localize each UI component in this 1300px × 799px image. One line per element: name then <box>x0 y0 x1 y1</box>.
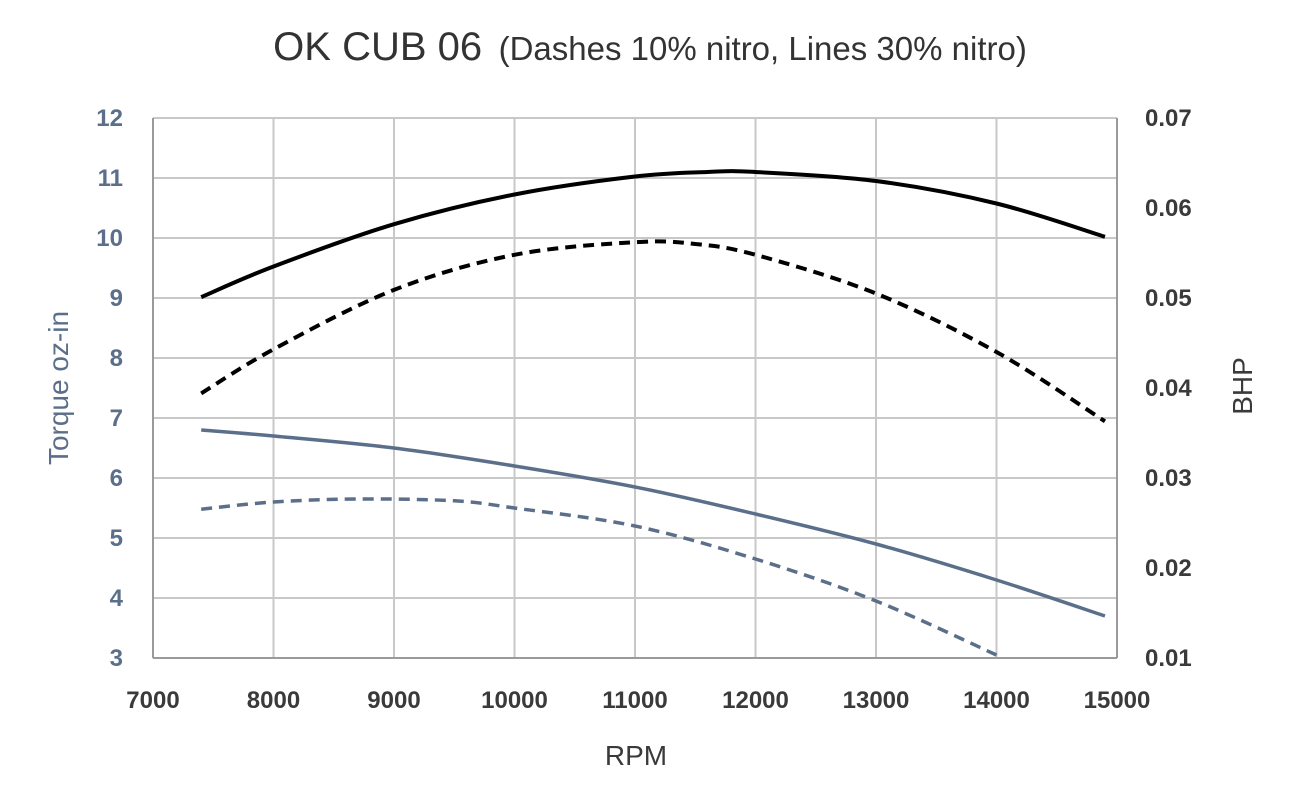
y-left-tick-label: 7 <box>110 405 123 432</box>
y-right-tick-label: 0.07 <box>1145 105 1192 132</box>
y-left-tick-label: 8 <box>110 345 123 372</box>
y-left-tick-label: 11 <box>98 165 123 192</box>
y-axis-left-label: Torque oz-in <box>43 311 74 465</box>
x-tick-label: 7000 <box>126 687 179 714</box>
series-lines <box>200 169 1107 657</box>
axes <box>152 118 1118 659</box>
series-line-left-dashed <box>201 497 998 657</box>
chart-title-subtitle: (Dashes 10% nitro, Lines 30% nitro) <box>499 30 1027 67</box>
x-tick-label: 14000 <box>963 687 1030 714</box>
y-left-tick-label: 9 <box>110 285 123 312</box>
y-left-tick-label: 4 <box>110 585 124 612</box>
y-left-tick-label: 3 <box>110 645 123 672</box>
chart-title-main: OK CUB 06 <box>273 25 482 69</box>
x-tick-label: 10000 <box>481 687 548 714</box>
x-tick-label: 12000 <box>722 687 789 714</box>
tick-labels: 7000 8000 9000 10000 11000 12000 13000 14000 150… <box>96 105 1192 714</box>
x-tick-label: 8000 <box>247 687 300 714</box>
y-right-tick-label: 0.03 <box>1145 465 1192 492</box>
x-tick-label: 11000 <box>602 687 667 714</box>
chart-title: OK CUB 06 (Dashes 10% nitro, Lines 30% n… <box>273 25 1027 69</box>
y-axis-right-label: BHP <box>1227 357 1258 415</box>
x-tick-label: 9000 <box>367 687 420 714</box>
y-right-tick-label: 0.05 <box>1145 285 1192 312</box>
series-line-left-solid <box>201 428 1106 618</box>
series-line-right-dashed <box>200 239 1107 423</box>
y-right-tick-label: 0.01 <box>1145 645 1192 672</box>
y-left-tick-label: 12 <box>96 105 123 132</box>
y-left-tick-label: 10 <box>96 225 123 252</box>
y-right-tick-label: 0.04 <box>1145 375 1192 402</box>
x-tick-label: 13000 <box>843 687 910 714</box>
x-tick-label: 15000 <box>1084 687 1151 714</box>
series-line-right-solid <box>200 169 1106 299</box>
y-right-tick-label: 0.06 <box>1145 195 1192 222</box>
y-left-tick-label: 5 <box>110 525 123 552</box>
y-left-tick-label: 6 <box>110 465 123 492</box>
x-axis-label: RPM <box>605 740 667 771</box>
y-right-tick-label: 0.02 <box>1145 555 1192 582</box>
